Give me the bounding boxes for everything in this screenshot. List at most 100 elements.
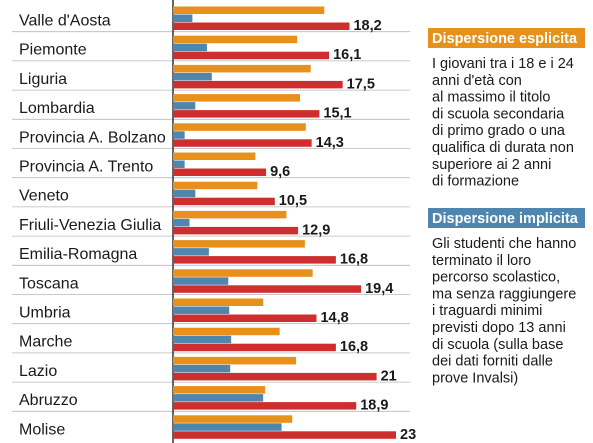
bar bbox=[173, 402, 357, 410]
category-label: Provincia A. Bolzano bbox=[19, 129, 166, 146]
legend-esplicita-line: di formazione bbox=[432, 174, 519, 190]
category-label: Molise bbox=[19, 421, 65, 438]
legend-implicita-title-box bbox=[428, 208, 585, 228]
legend-esplicita-title: Dispersione esplicita bbox=[432, 31, 578, 47]
legend-implicita-line: prove Invalsi) bbox=[432, 370, 518, 386]
value-label: 18,9 bbox=[360, 398, 388, 414]
bar bbox=[173, 22, 350, 30]
value-label: 14,8 bbox=[320, 310, 348, 326]
bar bbox=[173, 285, 362, 293]
value-labels: 18,2 16,1 17,5 15,1 14,3 9,6 10,5 12,9 16,8 19,4 1… bbox=[270, 18, 416, 443]
bar bbox=[173, 160, 185, 168]
bar bbox=[173, 80, 343, 89]
bar bbox=[173, 51, 330, 60]
bar bbox=[173, 386, 266, 394]
bar bbox=[173, 123, 306, 131]
category-label: Lombardia bbox=[19, 100, 95, 117]
legend-esplicita-line: di primo grado o una bbox=[432, 123, 566, 139]
value-label: 12,9 bbox=[302, 222, 330, 238]
legend-implicita-line: ma senza raggiungere bbox=[432, 286, 576, 302]
legend-esplicita: Dispersione esplicita I giovani tra i 18… bbox=[428, 28, 585, 190]
value-label: 18,2 bbox=[353, 18, 381, 34]
bar bbox=[173, 314, 317, 322]
value-label: 16,1 bbox=[333, 47, 361, 63]
category-label: Piemonte bbox=[19, 42, 87, 59]
value-label: 21 bbox=[381, 368, 397, 384]
value-label: 10,5 bbox=[279, 193, 307, 209]
legend-esplicita-line: superiore ai 2 anni bbox=[432, 157, 551, 173]
bar bbox=[173, 94, 301, 102]
bar bbox=[173, 327, 280, 336]
category-label: Provincia A. Trento bbox=[19, 159, 153, 176]
bar bbox=[173, 6, 325, 14]
legend-esplicita-line: qualifica di durata non bbox=[432, 140, 574, 156]
value-label: 15,1 bbox=[323, 106, 351, 122]
category-labels: Valle d'Aosta Piemonte Liguria Lombardia Pro… bbox=[19, 13, 166, 439]
bar bbox=[173, 343, 336, 352]
category-label: Marche bbox=[19, 334, 72, 351]
bar bbox=[173, 139, 312, 147]
category-label: Toscana bbox=[19, 275, 79, 292]
bar bbox=[173, 269, 313, 277]
legend-implicita-line: di scuola (sulla base bbox=[432, 337, 563, 353]
bar bbox=[173, 240, 305, 248]
bar bbox=[173, 298, 264, 306]
bar bbox=[173, 277, 229, 285]
value-label: 9,6 bbox=[270, 164, 290, 180]
bar bbox=[173, 306, 230, 314]
bar bbox=[173, 181, 258, 190]
legend-implicita-line: terminato il loro bbox=[432, 253, 531, 269]
category-label: Emilia-Romagna bbox=[19, 246, 137, 263]
legend-implicita: Dispersione implicita Gli studenti che h… bbox=[428, 208, 585, 386]
bar bbox=[173, 423, 282, 431]
legend-implicita-title: Dispersione implicita bbox=[432, 211, 579, 227]
legend-esplicita-line: I giovani tra i 18 e i 24 bbox=[432, 56, 574, 72]
bar bbox=[173, 110, 320, 118]
value-label: 17,5 bbox=[347, 76, 375, 92]
bar bbox=[173, 394, 264, 402]
bar bbox=[173, 218, 190, 227]
bar bbox=[173, 372, 377, 381]
bar bbox=[173, 197, 275, 206]
legend-esplicita-line: anni d'età con bbox=[432, 73, 522, 89]
value-label: 14,3 bbox=[316, 135, 344, 151]
category-label: Liguria bbox=[19, 71, 67, 88]
value-label: 23 bbox=[400, 427, 416, 443]
bar bbox=[173, 14, 193, 22]
bar bbox=[173, 431, 396, 439]
value-label: 16,8 bbox=[340, 252, 368, 268]
category-label: Veneto bbox=[19, 188, 69, 205]
legend-esplicita-line: di scuola secondaria bbox=[432, 106, 565, 122]
bar bbox=[173, 189, 196, 198]
legend-implicita-line: dei dati forniti dalle bbox=[432, 354, 553, 370]
category-label: Friuli-Venezia Giulia bbox=[19, 217, 161, 234]
bar bbox=[173, 152, 256, 160]
bar bbox=[173, 356, 297, 365]
bar bbox=[173, 226, 299, 235]
row-grid bbox=[12, 31, 410, 412]
category-label: Abruzzo bbox=[19, 392, 78, 409]
legend-esplicita-title-box bbox=[428, 28, 585, 48]
legend-implicita-line: Gli studenti che hanno bbox=[432, 236, 576, 252]
value-label: 19,4 bbox=[365, 281, 393, 297]
bar bbox=[173, 102, 196, 110]
category-label: Valle d'Aosta bbox=[19, 13, 111, 30]
bar bbox=[173, 168, 267, 176]
legend-implicita-line: i traguardi minimi bbox=[432, 303, 542, 319]
bar bbox=[173, 364, 231, 373]
legend-implicita-line: previsti dopo 13 anni bbox=[432, 320, 566, 336]
bar bbox=[173, 335, 232, 344]
bar bbox=[173, 43, 207, 52]
bar bbox=[173, 210, 287, 219]
legend-implicita-line: percorso scolastico, bbox=[432, 270, 560, 286]
category-label: Lazio bbox=[19, 363, 57, 380]
legend-esplicita-line: al massimo il titolo bbox=[432, 90, 550, 106]
bar bbox=[173, 256, 336, 264]
bar bbox=[173, 35, 298, 44]
bar bbox=[173, 64, 311, 73]
bar bbox=[173, 131, 185, 139]
